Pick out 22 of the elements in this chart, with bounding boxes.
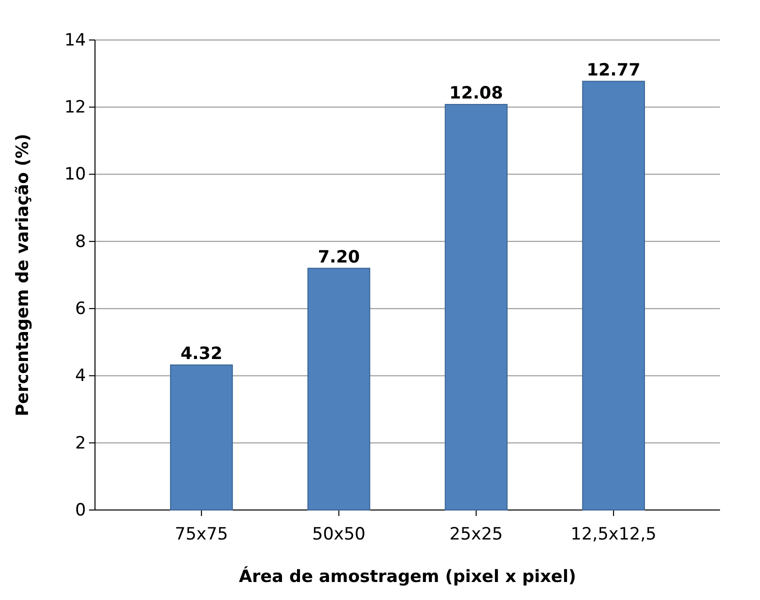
x-tick-label: 50x50 bbox=[312, 524, 366, 544]
data-label: 12.77 bbox=[586, 60, 640, 80]
y-tick-label: 0 bbox=[75, 500, 86, 520]
bar bbox=[307, 268, 370, 510]
x-axis-title: Área de amostragem (pixel x pixel) bbox=[238, 566, 576, 587]
data-label: 7.20 bbox=[318, 247, 360, 268]
y-tick-label: 10 bbox=[64, 164, 86, 185]
y-tick-label: 8 bbox=[75, 232, 86, 252]
bar bbox=[170, 364, 233, 510]
y-tick-label: 4 bbox=[75, 366, 86, 386]
bar bbox=[582, 80, 645, 510]
y-tick-label: 2 bbox=[75, 433, 86, 454]
data-label: 12.08 bbox=[449, 83, 504, 104]
x-tick-label: 75x75 bbox=[174, 524, 228, 544]
y-axis-title: Percentagem de variação (%) bbox=[13, 134, 33, 416]
x-tick-label: 25x25 bbox=[450, 524, 503, 544]
y-tick-label: 12 bbox=[64, 98, 86, 118]
bar bbox=[444, 104, 508, 510]
x-tick-label: 12,5x12,5 bbox=[570, 524, 656, 544]
y-tick-label: 14 bbox=[64, 30, 86, 50]
data-label: 4.32 bbox=[180, 344, 222, 364]
y-tick-label: 6 bbox=[75, 299, 86, 320]
